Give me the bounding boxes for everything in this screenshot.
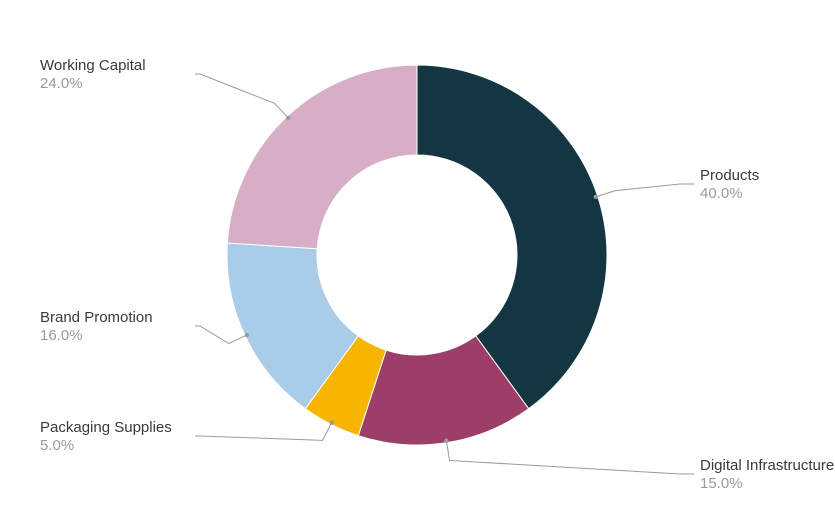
slice-label: Packaging Supplies: [40, 419, 172, 436]
slice-pct: 40.0%: [700, 185, 743, 202]
slice-label: Brand Promotion: [40, 309, 153, 326]
slice-pct: 24.0%: [40, 75, 83, 92]
slice-label: Digital Infrastructure: [700, 457, 834, 474]
donut-chart: Products40.0% Digital Infrastructure15.0%…: [0, 0, 835, 511]
leader-line: [596, 184, 694, 197]
slice-pct: 16.0%: [40, 327, 83, 344]
leader-line: [195, 74, 288, 118]
slice-pct: 5.0%: [40, 437, 74, 454]
leader-line: [195, 326, 247, 344]
slice-label: Products: [700, 167, 759, 184]
leader-line: [446, 441, 694, 474]
donut-slices: [227, 65, 607, 445]
donut-slice: [227, 65, 417, 249]
leader-line: [195, 423, 332, 441]
slice-pct: 15.0%: [700, 475, 743, 492]
slice-label: Working Capital: [40, 57, 146, 74]
